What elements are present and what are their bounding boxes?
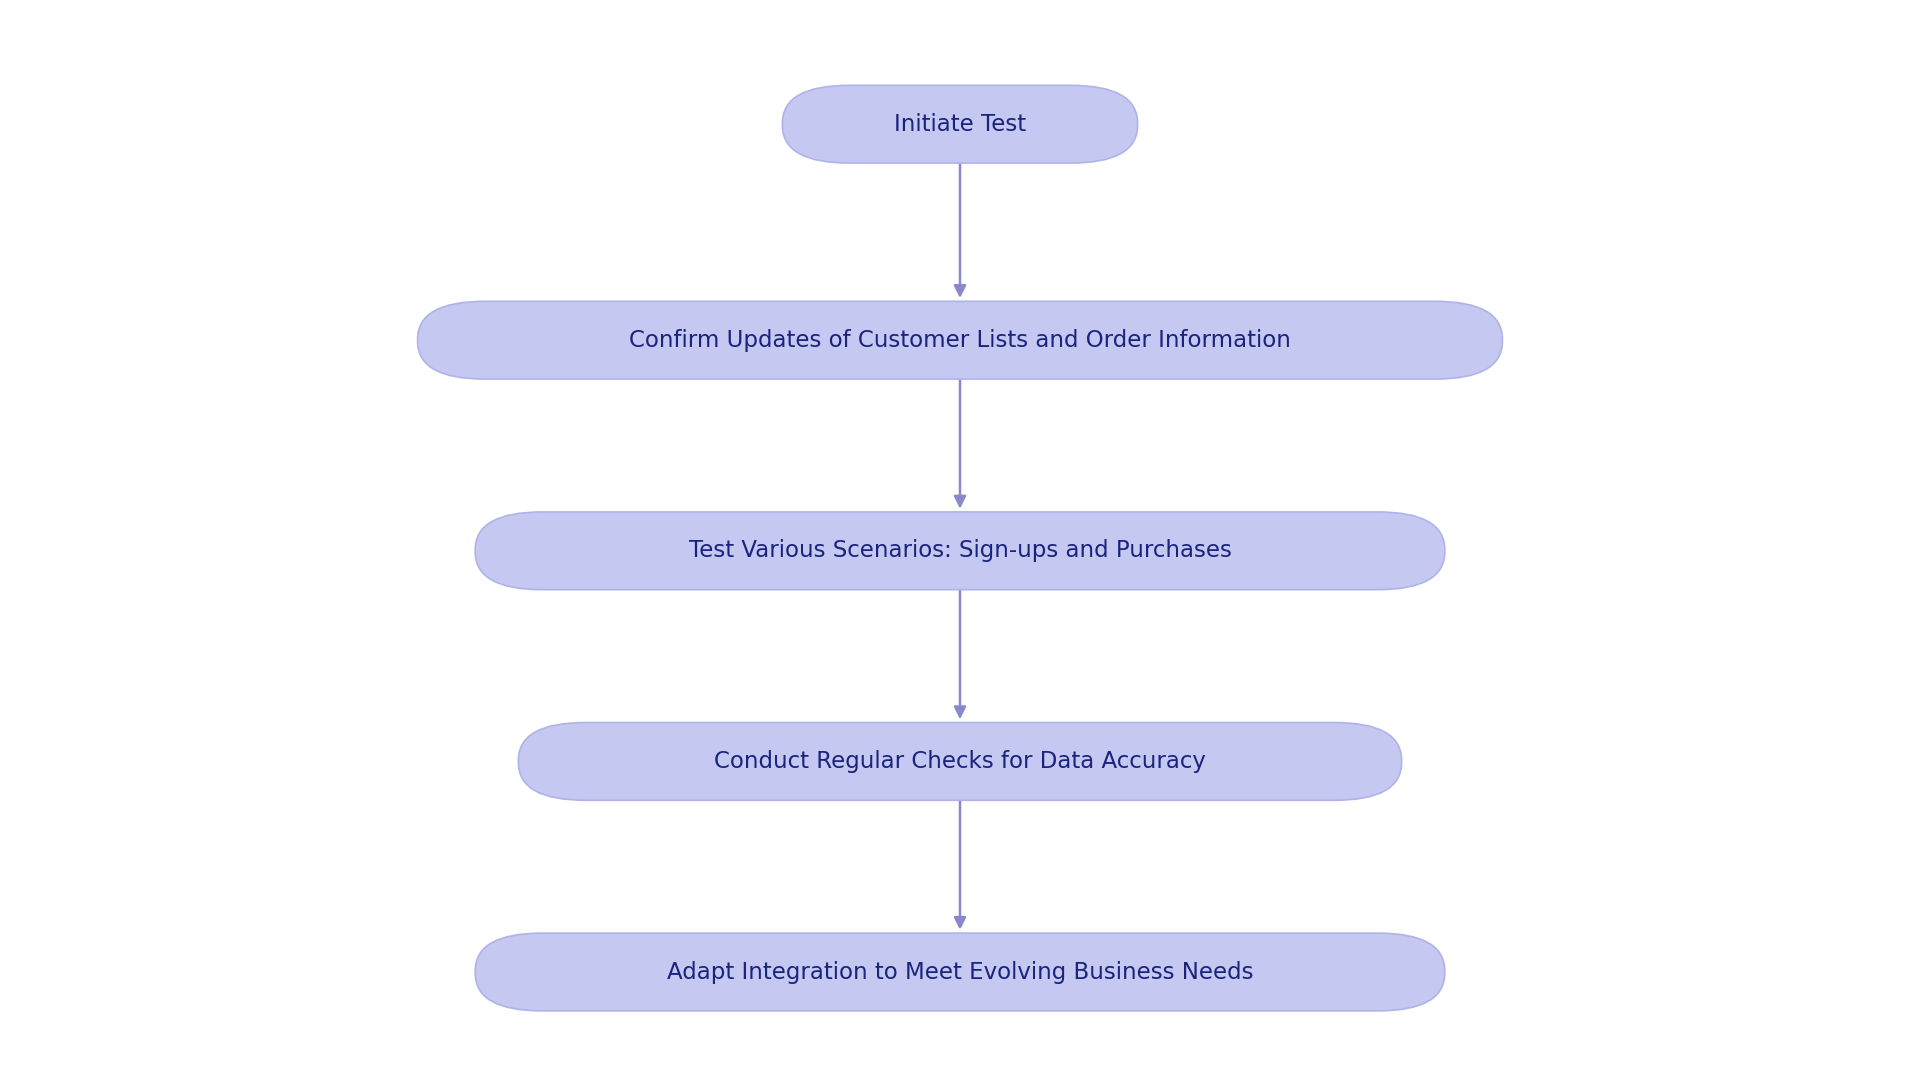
Text: Confirm Updates of Customer Lists and Order Information: Confirm Updates of Customer Lists and Or…: [630, 328, 1290, 352]
FancyBboxPatch shape: [783, 85, 1137, 163]
Text: Test Various Scenarios: Sign-ups and Purchases: Test Various Scenarios: Sign-ups and Pur…: [689, 539, 1231, 563]
FancyBboxPatch shape: [474, 933, 1444, 1011]
FancyBboxPatch shape: [474, 512, 1444, 590]
Text: Initiate Test: Initiate Test: [895, 112, 1025, 136]
Text: Adapt Integration to Meet Evolving Business Needs: Adapt Integration to Meet Evolving Busin…: [666, 960, 1254, 984]
FancyBboxPatch shape: [419, 301, 1501, 379]
FancyBboxPatch shape: [518, 723, 1402, 800]
Text: Conduct Regular Checks for Data Accuracy: Conduct Regular Checks for Data Accuracy: [714, 750, 1206, 773]
